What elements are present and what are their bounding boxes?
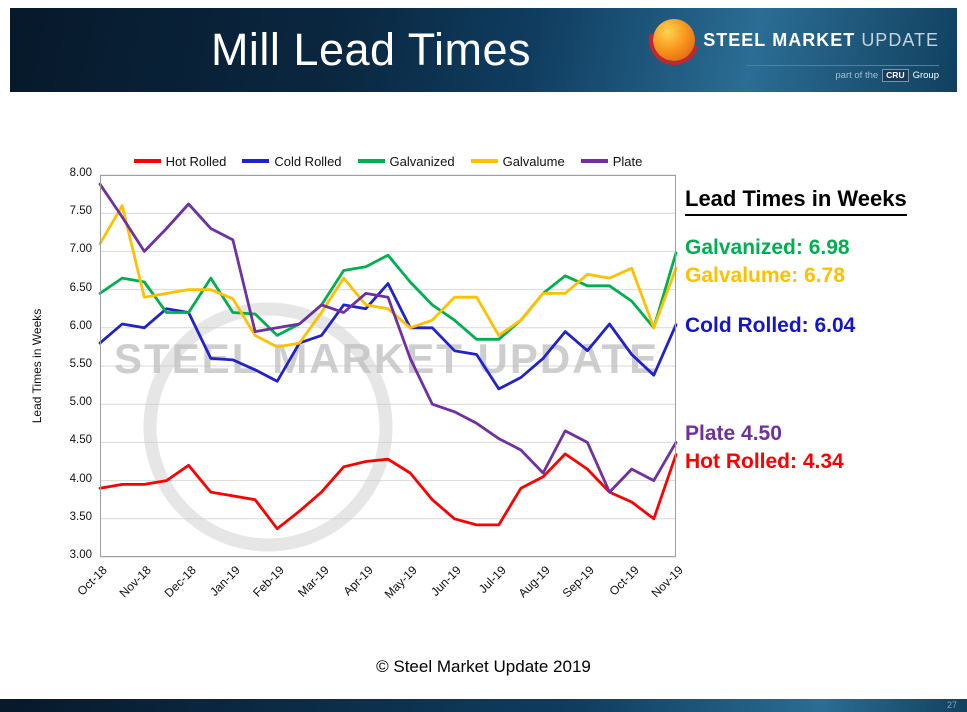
legend-label: Plate bbox=[612, 153, 643, 169]
y-tick-label: 3.50 bbox=[69, 510, 92, 523]
logo-wordmark: STEEL MARKET UPDATE bbox=[703, 30, 939, 51]
y-tick-label: 4.50 bbox=[69, 434, 92, 447]
legend-label: Cold Rolled bbox=[274, 153, 342, 169]
legend-swatch-icon bbox=[357, 159, 385, 163]
legend-swatch-icon bbox=[580, 159, 608, 163]
series-line-cold-rolled bbox=[98, 282, 678, 391]
annotation-heading: Lead Times in Weeks bbox=[685, 186, 907, 216]
annotation-galvanized: Galvanized: 6.98 bbox=[685, 236, 850, 259]
y-tick-label: 4.00 bbox=[69, 472, 92, 485]
smu-ball-icon bbox=[653, 19, 696, 61]
y-tick-label: 6.50 bbox=[69, 281, 92, 294]
y-tick-label: 7.00 bbox=[69, 243, 92, 256]
lead-times-line-chart: STEEL MARKET UPDATE bbox=[98, 174, 678, 558]
page-number: 27 bbox=[946, 700, 957, 710]
series-line-plate bbox=[98, 182, 678, 494]
bottom-bar: 27 bbox=[0, 699, 967, 712]
page-title: Mill Lead Times bbox=[210, 24, 532, 75]
series-line-hot-rolled bbox=[98, 452, 678, 531]
y-tick-label: 5.50 bbox=[69, 358, 92, 370]
y-tick-label: 5.00 bbox=[69, 396, 92, 409]
steel-market-update-logo: STEEL MARKET UPDATE part of the CRU Grou… bbox=[653, 19, 939, 82]
y-tick-label: 7.50 bbox=[69, 205, 92, 218]
legend-swatch-icon bbox=[133, 159, 161, 163]
legend-label: Hot Rolled bbox=[165, 153, 227, 169]
legend-swatch-icon bbox=[242, 159, 270, 163]
logo-word-market: MARKET bbox=[772, 29, 856, 50]
annotation-plate: Plate 4.50 bbox=[685, 422, 782, 445]
logo-word-update: UPDATE bbox=[861, 29, 939, 50]
series-line-galvalume bbox=[98, 204, 678, 349]
y-tick-label: 3.00 bbox=[69, 549, 92, 561]
plot-border bbox=[100, 175, 676, 557]
logo-word-steel: STEEL bbox=[703, 29, 767, 50]
annotation-cold_rolled: Cold Rolled: 6.04 bbox=[685, 314, 856, 337]
legend-item-cold-rolled: Cold Rolled bbox=[242, 153, 342, 169]
copyright-text: © Steel Market Update 2019 bbox=[376, 657, 591, 676]
annotation-hot_rolled: Hot Rolled: 4.34 bbox=[685, 450, 844, 473]
chart-legend: Hot Rolled Cold Rolled Galvanized Galvalume… bbox=[100, 151, 676, 171]
tagline-part-of-the: part of the bbox=[835, 70, 879, 81]
legend-item-galvalume: Galvalume bbox=[470, 153, 565, 169]
legend-label: Galvanized bbox=[389, 153, 455, 169]
legend-item-hot-rolled: Hot Rolled bbox=[133, 153, 227, 169]
logo-tagline: part of the CRU Group bbox=[697, 69, 939, 82]
legend-item-plate: Plate bbox=[580, 153, 643, 169]
tagline-group: Group bbox=[912, 70, 939, 81]
cru-badge: CRU bbox=[882, 69, 909, 82]
y-tick-label: 6.00 bbox=[69, 319, 92, 332]
y-tick-label: 8.00 bbox=[69, 167, 92, 179]
logo-divider bbox=[747, 65, 939, 66]
annotation-galvalume: Galvalume: 6.78 bbox=[685, 264, 845, 287]
legend-swatch-icon bbox=[470, 159, 498, 163]
watermark-circle-icon bbox=[143, 302, 393, 552]
header-banner: Mill Lead Times STEEL MARKET UPDATE part… bbox=[10, 8, 957, 92]
legend-label: Galvalume bbox=[502, 153, 565, 169]
legend-item-galvanized: Galvanized bbox=[357, 153, 455, 169]
